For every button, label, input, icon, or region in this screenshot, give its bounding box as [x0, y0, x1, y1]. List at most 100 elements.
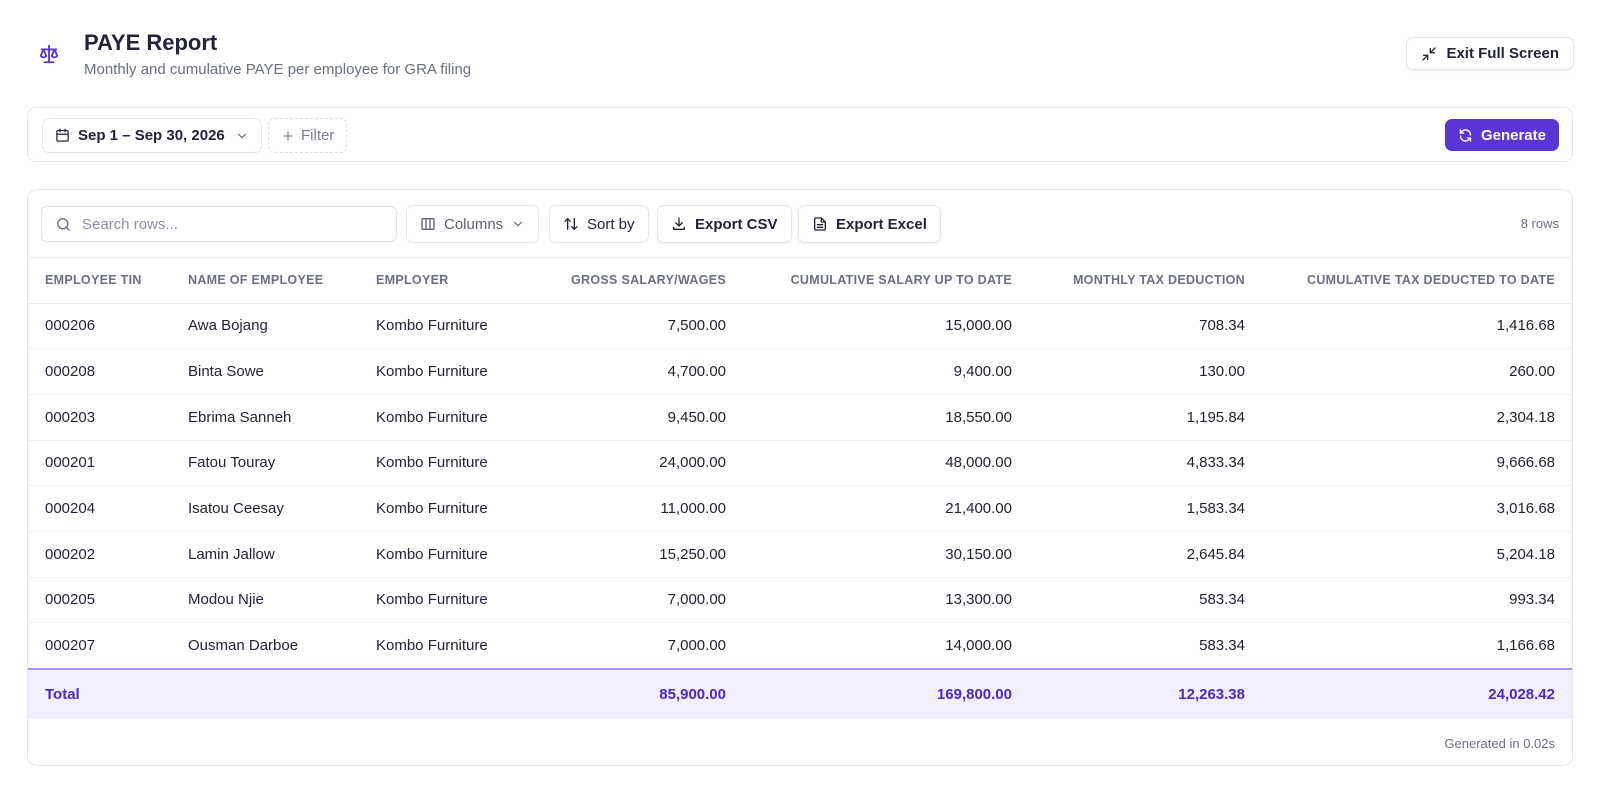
- column-header-gross-salary[interactable]: Gross Salary/Wages: [536, 258, 726, 304]
- page-header: PAYE Report Monthly and cumulative PAYE …: [0, 0, 1600, 100]
- cell-employee-tin: 000201: [28, 440, 188, 487]
- page-subtitle: Monthly and cumulative PAYE per employee…: [84, 61, 472, 78]
- cell-gross-salary: 7,500.00: [536, 303, 726, 350]
- cell-cumulative-salary: 18,550.00: [726, 394, 1012, 441]
- sort-icon: [564, 218, 578, 230]
- column-header-employer[interactable]: Employer: [376, 258, 536, 304]
- export-excel-button[interactable]: Export Excel: [798, 205, 941, 243]
- columns-button[interactable]: Columns: [406, 205, 540, 243]
- cell-employee-name: Awa Bojang: [188, 303, 376, 350]
- cell-cumulative-tax: 993.34: [1245, 577, 1572, 624]
- cell-cumulative-salary: 21,400.00: [726, 485, 1012, 532]
- scale-icon: [39, 44, 59, 64]
- cell-employee-name: Ebrima Sanneh: [188, 394, 376, 441]
- cell-cumulative-tax: 1,416.68: [1245, 303, 1572, 350]
- table-row[interactable]: 000204 Isatou Ceesay Kombo Furniture 11,000…: [28, 485, 1572, 532]
- cell-employer: Kombo Furniture: [376, 394, 536, 441]
- table-row[interactable]: 000208 Binta Sowe Kombo Furniture 4,700.00 9…: [28, 348, 1572, 395]
- total-gross: 85,900.00: [536, 667, 726, 719]
- cell-employer: Kombo Furniture: [376, 531, 536, 578]
- column-header-employee-tin[interactable]: Employee TIN: [28, 258, 188, 304]
- date-range-picker[interactable]: Sep 1 – Sep 30, 2026: [42, 118, 262, 153]
- cell-gross-salary: 24,000.00: [536, 440, 726, 487]
- export-csv-label: Export CSV: [695, 215, 778, 233]
- cell-employer: Kombo Furniture: [376, 485, 536, 532]
- total-cell-empty: [188, 667, 376, 719]
- table-row[interactable]: 000202 Lamin Jallow Kombo Furniture 15,250.…: [28, 531, 1572, 578]
- export-csv-button[interactable]: Export CSV: [657, 205, 792, 243]
- cell-cumulative-tax: 9,666.68: [1245, 440, 1572, 487]
- cell-employee-name: Isatou Ceesay: [188, 485, 376, 532]
- generated-time: Generated in 0.02s: [1444, 736, 1555, 751]
- column-header-monthly-tax[interactable]: Monthly Tax Deduction: [1012, 258, 1245, 304]
- cell-monthly-tax: 583.34: [1012, 622, 1245, 669]
- sort-by-label: Sort by: [587, 215, 635, 233]
- exit-full-screen-button[interactable]: Exit Full Screen: [1406, 37, 1574, 70]
- date-range-label: Sep 1 – Sep 30, 2026: [78, 127, 225, 144]
- file-icon: [814, 217, 826, 231]
- cell-cumulative-salary: 14,000.00: [726, 622, 1012, 669]
- filter-bar: Sep 1 – Sep 30, 2026 Filter Generate: [27, 107, 1573, 162]
- columns-label: Columns: [444, 215, 504, 233]
- page-title: PAYE Report: [84, 30, 218, 55]
- add-filter-button[interactable]: Filter: [268, 118, 348, 153]
- cell-monthly-tax: 1,583.34: [1012, 485, 1245, 532]
- cell-employee-tin: 000205: [28, 577, 188, 624]
- minimize-icon: [1422, 46, 1437, 61]
- table-row[interactable]: 000207 Ousman Darboe Kombo Furniture 7,000.…: [28, 622, 1572, 669]
- cell-employer: Kombo Furniture: [376, 348, 536, 395]
- cell-cumulative-salary: 13,300.00: [726, 577, 1012, 624]
- cell-employer: Kombo Furniture: [376, 303, 536, 350]
- refresh-icon: [1459, 128, 1472, 142]
- columns-icon: [421, 218, 435, 230]
- cell-cumulative-salary: 9,400.00: [726, 348, 1012, 395]
- cell-cumulative-salary: 15,000.00: [726, 303, 1012, 350]
- report-card: Columns Sort by Export CSV Export Excel …: [27, 189, 1573, 766]
- cell-gross-salary: 9,450.00: [536, 394, 726, 441]
- download-icon: [673, 217, 685, 230]
- cell-employer: Kombo Furniture: [376, 440, 536, 487]
- table-row[interactable]: 000206 Awa Bojang Kombo Furniture 7,500.00 1…: [28, 303, 1572, 350]
- cell-cumulative-tax: 2,304.18: [1245, 394, 1572, 441]
- generate-label: Generate: [1480, 126, 1546, 144]
- cell-employee-name: Lamin Jallow: [188, 531, 376, 578]
- cell-employer: Kombo Furniture: [376, 577, 536, 624]
- total-row: Total 85,900.00 169,800.00 12,263.38 24,…: [28, 667, 1572, 719]
- column-header-name[interactable]: Name of Employee: [188, 258, 376, 304]
- generate-button[interactable]: Generate: [1444, 119, 1559, 151]
- table-row[interactable]: 000201 Fatou Touray Kombo Furniture 24,000.…: [28, 440, 1572, 487]
- table-toolbar: Columns Sort by Export CSV Export Excel …: [28, 190, 1572, 258]
- calendar-icon: [56, 128, 69, 142]
- column-header-cumulative-tax[interactable]: Cumulative Tax Deducted to Date: [1245, 258, 1572, 304]
- cell-monthly-tax: 1,195.84: [1012, 394, 1245, 441]
- cell-gross-salary: 7,000.00: [536, 622, 726, 669]
- cell-employee-tin: 000203: [28, 394, 188, 441]
- cell-employer: Kombo Furniture: [376, 622, 536, 669]
- cell-employee-name: Ousman Darboe: [188, 622, 376, 669]
- plus-icon: [283, 130, 293, 141]
- cell-employee-name: Fatou Touray: [188, 440, 376, 487]
- cell-employee-tin: 000206: [28, 303, 188, 350]
- total-cumulative-salary: 169,800.00: [726, 667, 1012, 719]
- cell-monthly-tax: 708.34: [1012, 303, 1245, 350]
- table-row[interactable]: 000205 Modou Njie Kombo Furniture 7,000.00 1…: [28, 577, 1572, 624]
- cell-cumulative-tax: 1,166.68: [1245, 622, 1572, 669]
- cell-gross-salary: 4,700.00: [536, 348, 726, 395]
- cell-monthly-tax: 130.00: [1012, 348, 1245, 395]
- table-row[interactable]: 000203 Ebrima Sanneh Kombo Furniture 9,450.…: [28, 394, 1572, 441]
- search-input[interactable]: [82, 215, 382, 233]
- total-cumulative-tax: 24,028.42: [1245, 667, 1572, 719]
- total-cell-empty: [376, 667, 536, 719]
- cell-monthly-tax: 2,645.84: [1012, 531, 1245, 578]
- cell-monthly-tax: 583.34: [1012, 577, 1245, 624]
- cell-employee-tin: 000207: [28, 622, 188, 669]
- row-count: 8 rows: [1520, 216, 1559, 231]
- sort-by-button[interactable]: Sort by: [549, 205, 649, 243]
- filter-label: Filter: [301, 127, 335, 144]
- cell-monthly-tax: 4,833.34: [1012, 440, 1245, 487]
- cell-cumulative-tax: 260.00: [1245, 348, 1572, 395]
- exit-full-screen-label: Exit Full Screen: [1446, 45, 1559, 62]
- chevron-down-icon: [514, 221, 523, 227]
- column-header-cumulative-salary[interactable]: Cumulative Salary up to Date: [726, 258, 1012, 304]
- table-header-row: Employee TIN Name of Employee Employer G…: [28, 258, 1572, 304]
